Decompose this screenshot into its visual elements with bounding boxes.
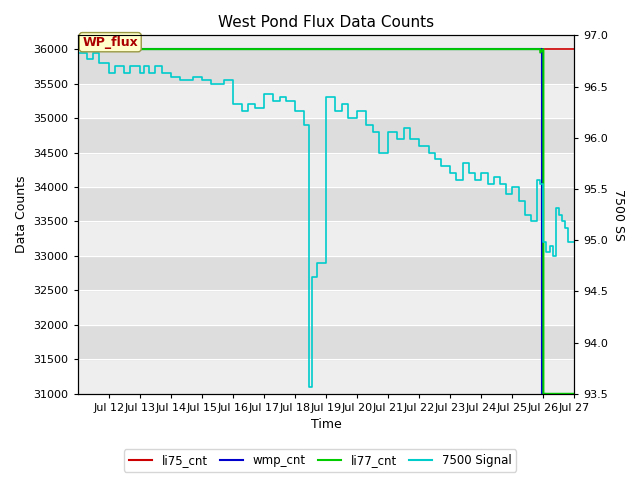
Bar (77, 256, 575, 290)
Bar (77, 153, 575, 187)
Bar (77, 360, 575, 394)
Text: WP_flux: WP_flux (83, 36, 138, 48)
X-axis label: Time: Time (310, 419, 342, 432)
Y-axis label: 7500 SS: 7500 SS (612, 189, 625, 240)
Bar (77, 118, 575, 153)
Bar (77, 221, 575, 256)
Bar (77, 325, 575, 360)
Bar (77, 49, 575, 84)
Legend: li75_cnt, wmp_cnt, li77_cnt, 7500 Signal: li75_cnt, wmp_cnt, li77_cnt, 7500 Signal (124, 449, 516, 472)
Y-axis label: Data Counts: Data Counts (15, 176, 28, 253)
Bar (77, 84, 575, 118)
Bar (77, 187, 575, 221)
Title: West Pond Flux Data Counts: West Pond Flux Data Counts (218, 15, 434, 30)
Bar (77, 290, 575, 325)
